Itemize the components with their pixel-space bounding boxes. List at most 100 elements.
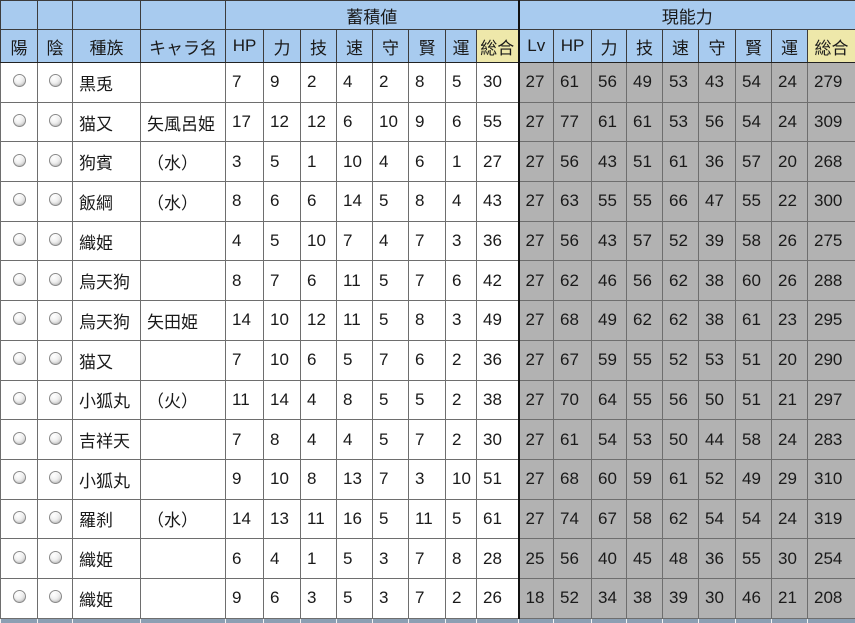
cutoff-cell	[806, 617, 855, 623]
yin-radio[interactable]	[48, 153, 62, 167]
current-value-cell: 56	[553, 538, 592, 579]
yin-radio[interactable]	[48, 510, 62, 524]
accum-value-cell: 3	[300, 577, 337, 619]
accum-value-cell: 10	[445, 458, 477, 500]
yin-radio[interactable]	[48, 272, 62, 286]
yang-radio-cell	[0, 62, 38, 103]
charname-cell	[140, 260, 226, 302]
yang-radio[interactable]	[12, 193, 26, 207]
accum-value-cell: 8	[263, 419, 301, 460]
current-value-cell: 60	[735, 260, 772, 302]
current-value-cell: 58	[735, 419, 772, 460]
accum-value-cell: 8	[408, 300, 446, 341]
cutoff-cell	[336, 617, 373, 623]
yin-radio[interactable]	[48, 471, 62, 485]
yang-radio[interactable]	[12, 114, 26, 128]
yin-radio[interactable]	[48, 391, 62, 405]
yang-radio[interactable]	[12, 233, 26, 247]
yang-radio[interactable]	[12, 431, 26, 445]
current-value-cell: 62	[662, 260, 699, 302]
cutoff-cell	[518, 617, 554, 623]
yin-radio[interactable]	[48, 352, 62, 366]
current-value-cell: 48	[662, 538, 699, 579]
column-header-18: 賢	[735, 29, 772, 63]
yang-radio[interactable]	[12, 550, 26, 564]
yang-radio[interactable]	[12, 590, 26, 604]
yin-radio-cell	[37, 379, 73, 421]
column-header-3: キャラ名	[140, 29, 226, 63]
charname-cell: （水）	[140, 141, 226, 183]
yin-radio[interactable]	[48, 590, 62, 604]
accum-value-cell: 1	[300, 141, 337, 183]
accum-value-cell: 5	[336, 339, 373, 381]
current-value-cell: 55	[735, 181, 772, 222]
accum-value-cell: 3	[225, 141, 264, 183]
yang-radio[interactable]	[12, 312, 26, 326]
yin-radio[interactable]	[48, 312, 62, 326]
current-value-cell: 61	[662, 141, 699, 183]
current-value-cell: 77	[553, 101, 592, 143]
yang-radio[interactable]	[12, 391, 26, 405]
yin-radio[interactable]	[48, 193, 62, 207]
accum-value-cell: 5	[372, 379, 409, 421]
current-value-cell: 55	[735, 538, 772, 579]
current-value-cell: 254	[806, 538, 855, 579]
current-value-cell: 52	[662, 220, 699, 262]
current-value-cell: 50	[698, 379, 736, 421]
accum-value-cell: 1	[445, 141, 477, 183]
cutoff-cell	[476, 617, 519, 623]
current-value-cell: 27	[517, 62, 554, 103]
accum-value-cell: 14	[225, 300, 264, 341]
yin-radio[interactable]	[48, 74, 62, 88]
accum-value-cell: 2	[445, 419, 477, 460]
yang-radio-cell	[0, 498, 38, 540]
accum-value-cell: 10	[336, 141, 373, 183]
cutoff-cell	[408, 617, 446, 623]
accum-value-cell: 9	[225, 458, 264, 500]
accum-value-cell: 6	[408, 339, 446, 381]
yang-radio[interactable]	[12, 510, 26, 524]
species-cell: 狗賓	[72, 141, 141, 183]
accum-value-cell: 6	[225, 538, 264, 579]
cutoff-cell	[0, 617, 38, 623]
yang-radio-cell	[0, 220, 38, 262]
table-row: 羅刹 （水） 14 13 11 16 5 11 5 61 27 74 67 58 62 54 54 24 319	[0, 498, 855, 540]
yin-radio-cell	[37, 141, 73, 183]
cutoff-cell	[626, 617, 663, 623]
yang-radio-cell	[0, 260, 38, 302]
yang-radio[interactable]	[12, 153, 26, 167]
charname-cell	[140, 577, 226, 619]
accum-value-cell: 30	[476, 62, 519, 103]
charname-cell: （水）	[140, 181, 226, 222]
current-value-cell: 297	[806, 379, 855, 421]
species-cell: 羅刹	[72, 498, 141, 540]
current-value-cell: 54	[735, 101, 772, 143]
accum-value-cell: 3	[372, 538, 409, 579]
yang-radio[interactable]	[12, 352, 26, 366]
yang-radio[interactable]	[12, 272, 26, 286]
current-value-cell: 290	[806, 339, 855, 381]
current-value-cell: 23	[771, 300, 808, 341]
column-header-4: HP	[225, 29, 264, 63]
yin-radio[interactable]	[48, 114, 62, 128]
current-value-cell: 56	[626, 260, 663, 302]
yin-radio[interactable]	[48, 550, 62, 564]
accum-value-cell: 4	[372, 220, 409, 262]
current-value-cell: 53	[698, 339, 736, 381]
cutoff-cell	[735, 617, 772, 623]
accum-value-cell: 17	[225, 101, 264, 143]
current-value-cell: 24	[771, 419, 808, 460]
yang-radio[interactable]	[12, 74, 26, 88]
table-row: 猫又 矢風呂姫 17 12 12 6 10 9 6 55 27 77 61 61 53 56 54 24 309	[0, 101, 855, 143]
current-value-cell: 30	[771, 538, 808, 579]
cutoff-cell	[300, 617, 337, 623]
column-header-20: 総合	[806, 29, 855, 63]
current-value-cell: 52	[553, 577, 592, 619]
column-header-12: Lv	[517, 29, 554, 63]
current-value-cell: 40	[591, 538, 627, 579]
yin-radio[interactable]	[48, 431, 62, 445]
accum-value-cell: 13	[336, 458, 373, 500]
yang-radio[interactable]	[12, 471, 26, 485]
yin-radio[interactable]	[48, 233, 62, 247]
